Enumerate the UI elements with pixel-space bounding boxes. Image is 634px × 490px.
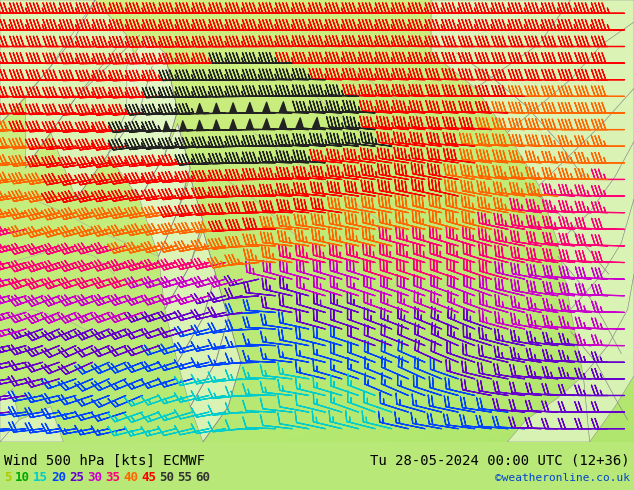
Text: 25: 25	[69, 471, 84, 485]
Text: Wind 500 hPa [kts] ECMWF: Wind 500 hPa [kts] ECMWF	[4, 454, 205, 468]
Polygon shape	[0, 407, 63, 442]
Polygon shape	[108, 35, 178, 199]
Text: 20: 20	[51, 471, 66, 485]
Text: 50: 50	[159, 471, 174, 485]
Polygon shape	[431, 0, 571, 88]
Polygon shape	[178, 274, 228, 407]
Polygon shape	[558, 142, 634, 309]
Text: Tu 28-05-2024 00:00 UTC (12+36): Tu 28-05-2024 00:00 UTC (12+36)	[370, 454, 630, 468]
Polygon shape	[507, 376, 590, 442]
Text: 60: 60	[195, 471, 210, 485]
Polygon shape	[507, 22, 634, 186]
Polygon shape	[431, 0, 571, 53]
Polygon shape	[0, 0, 95, 124]
Polygon shape	[539, 88, 634, 243]
Polygon shape	[190, 318, 241, 442]
Polygon shape	[165, 230, 216, 363]
Polygon shape	[476, 0, 634, 133]
Polygon shape	[0, 389, 19, 442]
Text: 45: 45	[141, 471, 156, 485]
Text: 15: 15	[33, 471, 48, 485]
Polygon shape	[583, 274, 634, 442]
Polygon shape	[158, 177, 203, 309]
Text: 30: 30	[87, 471, 102, 485]
Text: 55: 55	[177, 471, 192, 485]
Polygon shape	[51, 35, 139, 199]
Text: 10: 10	[15, 471, 30, 485]
Text: 5: 5	[4, 471, 11, 485]
Text: 40: 40	[123, 471, 138, 485]
Polygon shape	[139, 124, 190, 256]
Text: ©weatheronline.co.uk: ©weatheronline.co.uk	[495, 473, 630, 483]
Polygon shape	[25, 0, 127, 168]
Text: 35: 35	[105, 471, 120, 485]
Polygon shape	[571, 199, 634, 376]
